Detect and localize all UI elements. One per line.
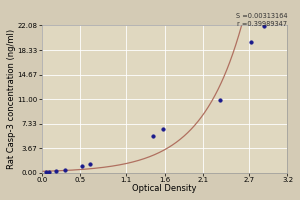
Point: [47, 170, 52, 173]
Point: [53, 169, 58, 173]
Point: [62, 168, 67, 171]
Point: [161, 128, 166, 131]
Point: [79, 165, 84, 168]
X-axis label: Optical Density: Optical Density: [132, 184, 197, 193]
Point: [44, 171, 49, 174]
Point: [262, 24, 267, 27]
Text: S =0.00313164
r =0.39989347: S =0.00313164 r =0.39989347: [236, 13, 287, 27]
Point: [248, 41, 253, 44]
Point: [218, 99, 222, 102]
Point: [151, 134, 155, 137]
Y-axis label: Rat Casp-3 concentration (ng/ml): Rat Casp-3 concentration (ng/ml): [7, 29, 16, 169]
Point: [88, 162, 92, 165]
